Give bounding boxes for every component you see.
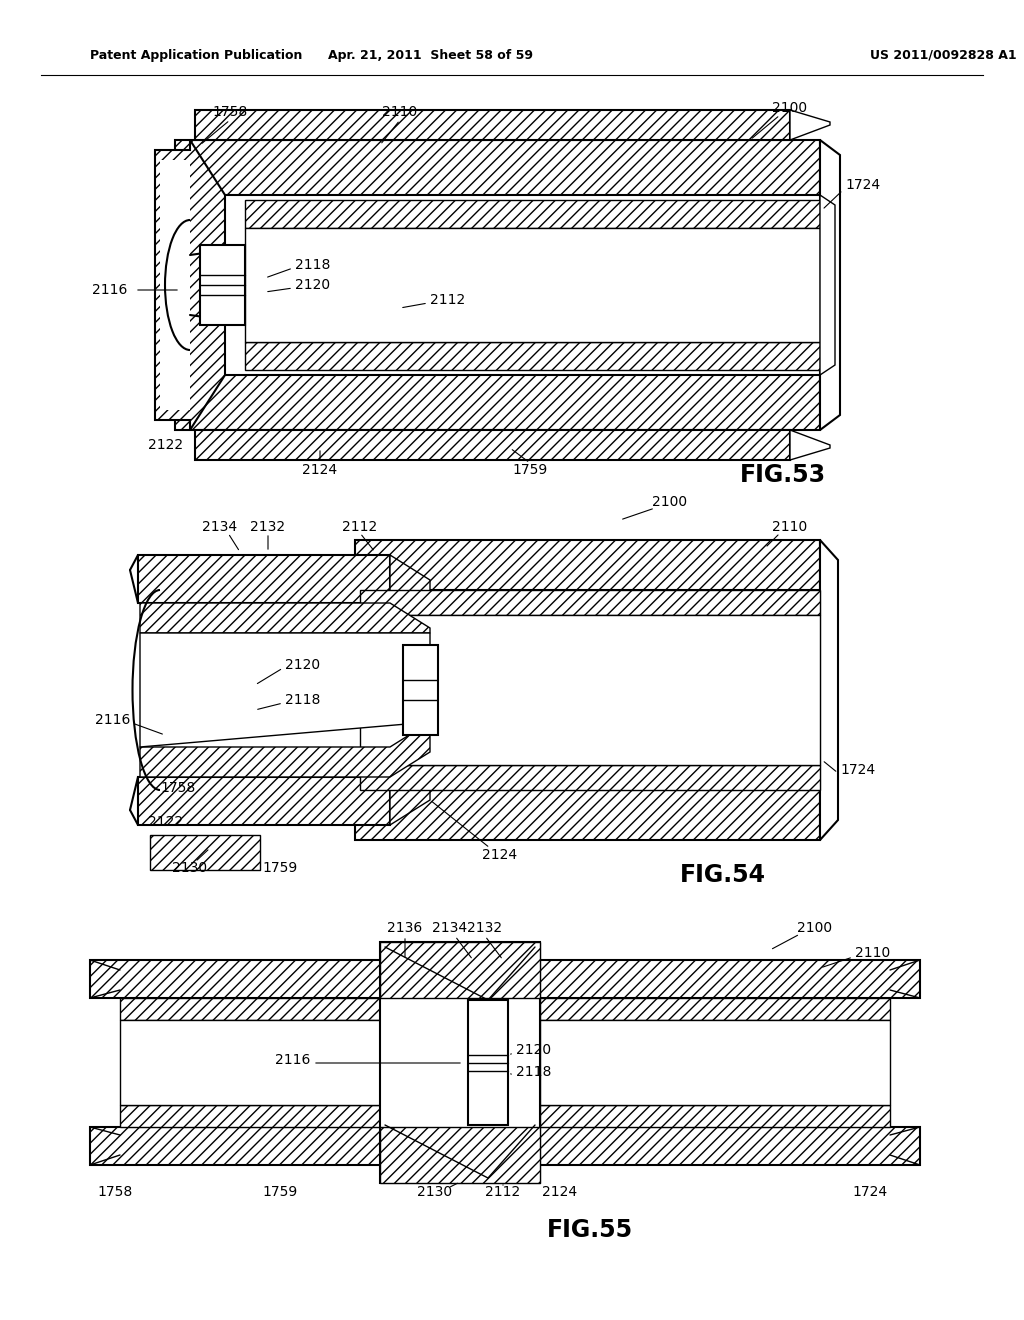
Polygon shape	[790, 430, 830, 459]
Text: 2100: 2100	[652, 495, 687, 510]
Bar	[200, 246, 245, 325]
Text: 2112: 2112	[430, 293, 465, 308]
Polygon shape	[90, 960, 920, 998]
Polygon shape	[245, 342, 820, 370]
Text: 2118: 2118	[295, 257, 331, 272]
Polygon shape	[360, 590, 820, 615]
Text: 1758: 1758	[97, 1185, 133, 1199]
Text: 2122: 2122	[148, 438, 183, 451]
Text: 1724: 1724	[845, 178, 880, 191]
Text: 2124: 2124	[302, 463, 338, 477]
Polygon shape	[380, 942, 540, 1183]
Polygon shape	[380, 942, 540, 998]
Text: 1758: 1758	[212, 106, 248, 119]
Polygon shape	[540, 1105, 890, 1127]
Polygon shape	[245, 228, 820, 342]
Text: FIG.55: FIG.55	[547, 1218, 633, 1242]
Polygon shape	[360, 615, 820, 766]
Text: 2130: 2130	[418, 1185, 453, 1199]
Polygon shape	[360, 766, 820, 789]
Text: 2134: 2134	[203, 520, 238, 535]
Text: 2110: 2110	[772, 520, 808, 535]
Polygon shape	[90, 1127, 920, 1166]
Polygon shape	[195, 110, 790, 140]
Polygon shape	[195, 430, 790, 459]
Text: 2132: 2132	[467, 921, 503, 935]
Text: 1759: 1759	[262, 861, 298, 875]
Polygon shape	[820, 140, 840, 430]
Polygon shape	[355, 540, 820, 590]
Text: 2124: 2124	[482, 847, 517, 862]
Polygon shape	[175, 140, 820, 195]
Text: 2124: 2124	[543, 1185, 578, 1199]
Text: 1759: 1759	[512, 463, 548, 477]
Polygon shape	[140, 722, 430, 777]
Polygon shape	[355, 789, 820, 840]
Polygon shape	[390, 767, 430, 825]
Polygon shape	[140, 603, 430, 634]
Text: 2112: 2112	[342, 520, 378, 535]
Polygon shape	[175, 375, 820, 430]
Text: US 2011/0092828 A1: US 2011/0092828 A1	[870, 49, 1017, 62]
Text: 2120: 2120	[516, 1043, 551, 1057]
Text: 2134: 2134	[432, 921, 468, 935]
Text: 2118: 2118	[516, 1065, 551, 1078]
Text: 2120: 2120	[285, 657, 321, 672]
Polygon shape	[140, 634, 430, 747]
Polygon shape	[540, 998, 890, 1020]
Text: 2100: 2100	[772, 102, 808, 115]
Text: 2116: 2116	[274, 1053, 310, 1067]
Text: 2100: 2100	[798, 921, 833, 935]
Text: 1759: 1759	[262, 1185, 298, 1199]
Polygon shape	[540, 1020, 890, 1105]
Polygon shape	[150, 836, 260, 870]
Text: 2116: 2116	[91, 282, 127, 297]
Text: Patent Application Publication: Patent Application Publication	[90, 49, 302, 62]
Text: FIG.53: FIG.53	[740, 463, 826, 487]
Text: 2110: 2110	[382, 106, 418, 119]
Polygon shape	[138, 777, 390, 825]
Text: 1724: 1724	[840, 763, 876, 777]
Text: 2132: 2132	[251, 520, 286, 535]
Text: 2118: 2118	[285, 693, 321, 708]
Polygon shape	[160, 160, 190, 411]
Polygon shape	[790, 110, 830, 140]
Text: 2120: 2120	[295, 279, 330, 292]
Polygon shape	[380, 1127, 540, 1183]
Polygon shape	[390, 554, 430, 612]
Polygon shape	[120, 1105, 380, 1127]
Text: 2136: 2136	[387, 921, 423, 935]
Text: 2112: 2112	[485, 1185, 520, 1199]
Text: 2130: 2130	[172, 861, 208, 875]
Polygon shape	[138, 554, 390, 603]
Polygon shape	[120, 998, 380, 1020]
Text: FIG.54: FIG.54	[680, 863, 766, 887]
Text: 2110: 2110	[855, 946, 890, 960]
Text: Apr. 21, 2011  Sheet 58 of 59: Apr. 21, 2011 Sheet 58 of 59	[328, 49, 532, 62]
Text: 1758: 1758	[160, 781, 196, 795]
Polygon shape	[155, 140, 225, 430]
Polygon shape	[820, 540, 838, 840]
Polygon shape	[120, 1020, 380, 1105]
Bar	[468, 1001, 508, 1125]
Bar	[403, 645, 438, 735]
Polygon shape	[245, 201, 820, 228]
Text: 1724: 1724	[852, 1185, 888, 1199]
Text: 2122: 2122	[148, 814, 183, 829]
Polygon shape	[820, 195, 835, 375]
Text: 2116: 2116	[94, 713, 130, 727]
